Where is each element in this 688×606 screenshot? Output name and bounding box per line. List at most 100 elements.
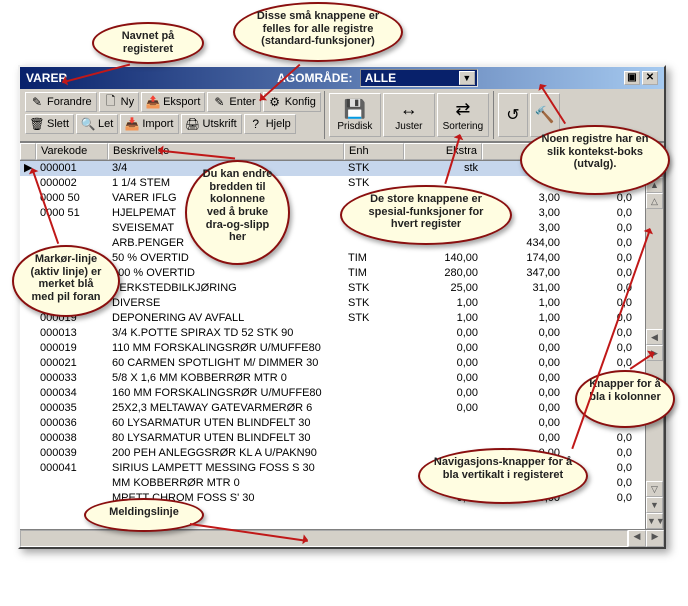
cell: 0,00 — [482, 341, 564, 356]
cell: 0,0 — [564, 281, 636, 296]
cell — [20, 206, 36, 221]
callout-small-buttons: Disse små knappene er felles for alle re… — [233, 2, 403, 62]
table-row[interactable]: 000019110 MM FORSKALINGSRØR U/MUFFE800,0… — [20, 341, 663, 356]
cell: 3/4 K.POTTE SPIRAX TD 52 STK 90 — [108, 326, 344, 341]
cell: 0,00 — [404, 386, 482, 401]
enter-button[interactable]: ✎Enter — [207, 92, 260, 112]
cell: 000038 — [36, 431, 108, 446]
cell: 1,00 — [482, 311, 564, 326]
chevron-down-icon[interactable]: ▼ — [459, 71, 475, 85]
col-enh[interactable]: Enh — [344, 143, 404, 160]
cell: 0,0 — [564, 311, 636, 326]
cell: 0,0 — [564, 236, 636, 251]
vertical-nav: ▲▲ ▲ △ ◀ ▶ ▽ ▼ ▼▼ — [645, 161, 663, 529]
cell — [20, 311, 36, 326]
cell: 0000 51 — [36, 206, 108, 221]
cell — [344, 371, 404, 386]
context-select[interactable]: ALLE ▼ — [360, 69, 478, 87]
cell: VERKSTEDBILKJØRING — [108, 281, 344, 296]
table-row[interactable]: ARB.PENGER434,000,0 — [20, 236, 663, 251]
konfig-button[interactable]: ⚙Konfig — [263, 92, 321, 112]
let-button[interactable]: 🔍Let — [76, 114, 118, 134]
hnav-left-button[interactable]: ◀ — [628, 530, 646, 547]
close-button[interactable]: ✕ — [642, 71, 658, 85]
cell: 000002 — [36, 176, 108, 191]
cell: 25X2,3 MELTAWAY GATEVARMERØR 6 — [108, 401, 344, 416]
cell: 0,00 — [482, 371, 564, 386]
cell: 000013 — [36, 326, 108, 341]
trash-icon: 🗑 — [30, 117, 44, 131]
cell — [344, 461, 404, 476]
adjust-icon: ↔ — [395, 99, 423, 121]
table-row[interactable]: 00003525X2,3 MELTAWAY GATEVARMERØR 60,00… — [20, 401, 663, 416]
table-row[interactable]: 00003880 LYSARMATUR UTEN BLINDFELT 300,0… — [20, 431, 663, 446]
table-row[interactable]: 50 % OVERTIDTIM140,00174,000,0 — [20, 251, 663, 266]
nav-col-right-button[interactable]: ▶ — [646, 345, 663, 361]
import-button[interactable]: 📥Import — [120, 114, 178, 134]
hjelp-button[interactable]: ?Hjelp — [244, 114, 296, 134]
cell: 0,0 — [564, 221, 636, 236]
table-row[interactable]: SVEISEMAT3,000,0 — [20, 221, 663, 236]
cell — [344, 356, 404, 371]
table-row[interactable]: 00002160 CARMEN SPOTLIGHT M/ DIMMER 300,… — [20, 356, 663, 371]
cell — [20, 371, 36, 386]
pencil-icon: ✎ — [212, 95, 226, 109]
sort-icon: ⇄ — [449, 99, 477, 121]
cell: 31,00 — [482, 281, 564, 296]
table-row[interactable]: 00003660 LYSARMATUR UTEN BLINDFELT 300,0… — [20, 416, 663, 431]
table-row[interactable]: 000019DEPONERING AV AVFALLSTK1,001,000,0 — [20, 311, 663, 326]
table-row[interactable]: 000059DIVERSESTK1,001,000,0 — [20, 296, 663, 311]
cell: STK — [344, 311, 404, 326]
cell: 280,00 — [404, 266, 482, 281]
cell: 0,0 — [564, 446, 636, 461]
eksport-button[interactable]: 📤Eksport — [141, 92, 205, 112]
cell: 0,00 — [482, 431, 564, 446]
page-edge — [18, 563, 666, 593]
cell — [20, 341, 36, 356]
cell: STK — [344, 281, 404, 296]
nav-col-left-button[interactable]: ◀ — [646, 329, 663, 345]
nav-last-button[interactable]: ▼▼ — [646, 513, 663, 529]
callout-column-resize: Du kan endre bredden til kolonnene ved å… — [185, 160, 290, 265]
table-row[interactable]: 0000335/8 X 1,6 MM KOBBERRØR MTR 00,000,… — [20, 371, 663, 386]
sortering-button[interactable]: ⇄Sortering — [437, 93, 489, 137]
hnav-right-button[interactable]: ▶ — [646, 530, 664, 547]
help-icon: ? — [249, 117, 263, 131]
cell: 000001 — [36, 161, 108, 176]
table-row[interactable]: 000034160 MM FORSKALINGSRØR U/MUFFE800,0… — [20, 386, 663, 401]
callout-big-buttons: De store knappene er spesial-funksjoner … — [340, 185, 512, 245]
utskrift-button[interactable]: 🖨Utskrift — [181, 114, 242, 134]
cell: 1,00 — [404, 296, 482, 311]
prisdisk-button[interactable]: 💾Prisdisk — [329, 93, 381, 137]
cell — [404, 431, 482, 446]
cell: 0,00 — [404, 401, 482, 416]
print-icon: 🖨 — [186, 117, 200, 131]
refresh-button[interactable]: ↺ — [498, 93, 528, 137]
juster-button[interactable]: ↔Juster — [383, 93, 435, 137]
slett-button[interactable]: 🗑Slett — [25, 114, 74, 134]
table-row[interactable]: 0000133/4 K.POTTE SPIRAX TD 52 STK 900,0… — [20, 326, 663, 341]
col-ekstra[interactable]: Ekstra — [404, 143, 482, 160]
col-beskrivelse[interactable]: Beskrivelse — [108, 143, 344, 160]
nav-up-button[interactable]: △ — [646, 193, 663, 209]
cell — [344, 326, 404, 341]
cell: SIRIUS LAMPETT MESSING FOSS S 30 — [108, 461, 344, 476]
cell: 0,00 — [482, 401, 564, 416]
nav-down-button[interactable]: ▽ — [646, 481, 663, 497]
table-row[interactable]: 0000 50VARER IFLG3,000,0 — [20, 191, 663, 206]
cell — [344, 416, 404, 431]
cell — [344, 431, 404, 446]
col-marker[interactable] — [20, 143, 36, 160]
forandre-button[interactable]: ✎Forandre — [25, 92, 97, 112]
titlebar: VARER AGOMRÅDE: ALLE ▼ ▣ ✕ — [20, 67, 664, 89]
cell — [20, 356, 36, 371]
nav-pagedown-button[interactable]: ▼ — [646, 497, 663, 513]
maximize-button[interactable]: ▣ — [624, 71, 640, 85]
export-icon: 📤 — [146, 95, 160, 109]
col-varekode[interactable]: Varekode — [36, 143, 108, 160]
cell: 0,0 — [564, 341, 636, 356]
ny-button[interactable]: 🗋Ny — [99, 92, 139, 112]
cell: 0,00 — [482, 356, 564, 371]
cell: 0,00 — [482, 416, 564, 431]
cell — [404, 416, 482, 431]
